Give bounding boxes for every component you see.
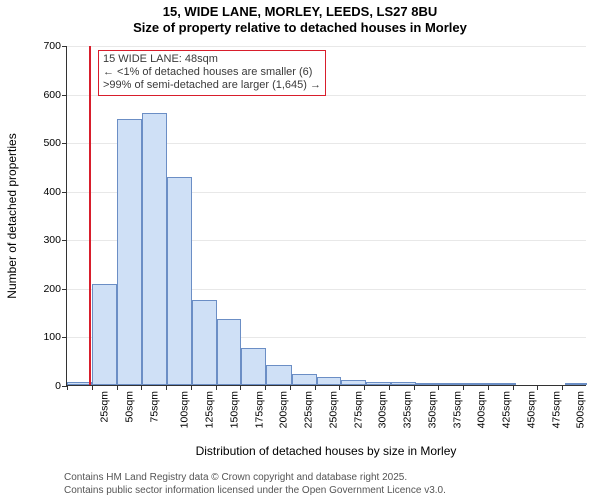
xtick-label: 175sqm: [253, 391, 265, 428]
xtick-label: 425sqm: [501, 391, 513, 428]
xtick-label: 225sqm: [302, 391, 314, 428]
xtick-mark: [315, 385, 316, 390]
xtick-label: 375sqm: [451, 391, 463, 428]
xtick-label: 300sqm: [377, 391, 389, 428]
y-axis-label: Number of detached properties: [5, 133, 19, 298]
xtick-label: 450sqm: [525, 391, 537, 428]
xtick-mark: [562, 385, 563, 390]
xtick-mark: [191, 385, 192, 390]
ytick-label: 400: [43, 186, 67, 198]
xtick-mark: [265, 385, 266, 390]
xtick-mark: [216, 385, 217, 390]
xtick-label: 125sqm: [203, 391, 215, 428]
xtick-label: 350sqm: [426, 391, 438, 428]
x-axis-label: Distribution of detached houses by size …: [196, 444, 457, 458]
xtick-label: 325sqm: [402, 391, 414, 428]
ytick-label: 500: [43, 137, 67, 149]
xtick-mark: [537, 385, 538, 390]
ytick-label: 700: [43, 40, 67, 52]
xtick-mark: [463, 385, 464, 390]
chart-container: 15, WIDE LANE, MORLEY, LEEDS, LS27 8BU S…: [0, 0, 600, 500]
credits: Contains HM Land Registry data © Crown c…: [64, 472, 446, 497]
xtick-mark: [290, 385, 291, 390]
title-line-1: 15, WIDE LANE, MORLEY, LEEDS, LS27 8BU: [0, 4, 600, 20]
xtick-label: 150sqm: [228, 391, 240, 428]
histogram-bar: [241, 348, 266, 385]
xtick-mark: [364, 385, 365, 390]
chart-title: 15, WIDE LANE, MORLEY, LEEDS, LS27 8BU S…: [0, 0, 600, 37]
xtick-label: 475sqm: [550, 391, 562, 428]
annotation-line: 15 WIDE LANE: 48sqm: [103, 53, 321, 66]
annotation-line: >99% of semi-detached are larger (1,645)…: [103, 79, 321, 92]
ytick-label: 300: [43, 234, 67, 246]
xtick-label: 500sqm: [575, 391, 587, 428]
histogram-bar: [266, 365, 292, 385]
xtick-mark: [141, 385, 142, 390]
xtick-mark: [240, 385, 241, 390]
xtick-mark: [513, 385, 514, 390]
property-marker-line: [89, 46, 91, 385]
histogram-bar: [565, 383, 587, 385]
xtick-label: 250sqm: [327, 391, 339, 428]
credits-line-1: Contains HM Land Registry data © Crown c…: [64, 472, 446, 485]
xtick-label: 275sqm: [352, 391, 364, 428]
histogram-bar: [317, 377, 342, 385]
xtick-label: 100sqm: [179, 391, 191, 428]
annotation-line: ← <1% of detached houses are smaller (6): [103, 66, 321, 79]
histogram-bar: [292, 374, 317, 385]
xtick-mark: [414, 385, 415, 390]
xtick-mark: [67, 385, 68, 390]
xtick-label: 200sqm: [278, 391, 290, 428]
histogram-bar: [366, 382, 391, 385]
histogram-bar: [217, 319, 242, 385]
histogram-bar: [391, 382, 416, 385]
histogram-bar: [117, 119, 143, 385]
ytick-label: 200: [43, 283, 67, 295]
xtick-mark: [339, 385, 340, 390]
title-line-2: Size of property relative to detached ho…: [0, 20, 600, 36]
xtick-mark: [166, 385, 167, 390]
xtick-label: 25sqm: [99, 391, 111, 423]
gridline: [67, 46, 586, 47]
ytick-label: 100: [43, 331, 67, 343]
xtick-label: 50sqm: [123, 391, 135, 423]
plot-area: 010020030040050060070025sqm50sqm75sqm100…: [66, 46, 586, 386]
histogram-bar: [341, 380, 366, 385]
xtick-mark: [389, 385, 390, 390]
xtick-label: 75sqm: [148, 391, 160, 423]
histogram-bar: [142, 113, 167, 385]
ytick-label: 600: [43, 89, 67, 101]
credits-line-2: Contains public sector information licen…: [64, 485, 446, 498]
xtick-mark: [92, 385, 93, 390]
xtick-label: 400sqm: [476, 391, 488, 428]
xtick-mark: [117, 385, 118, 390]
ytick-label: 0: [55, 380, 67, 392]
annotation-box: 15 WIDE LANE: 48sqm← <1% of detached hou…: [98, 50, 326, 96]
xtick-mark: [488, 385, 489, 390]
xtick-mark: [438, 385, 439, 390]
histogram-bar: [167, 177, 192, 385]
histogram-bar: [92, 284, 117, 386]
histogram-bar: [192, 300, 217, 385]
